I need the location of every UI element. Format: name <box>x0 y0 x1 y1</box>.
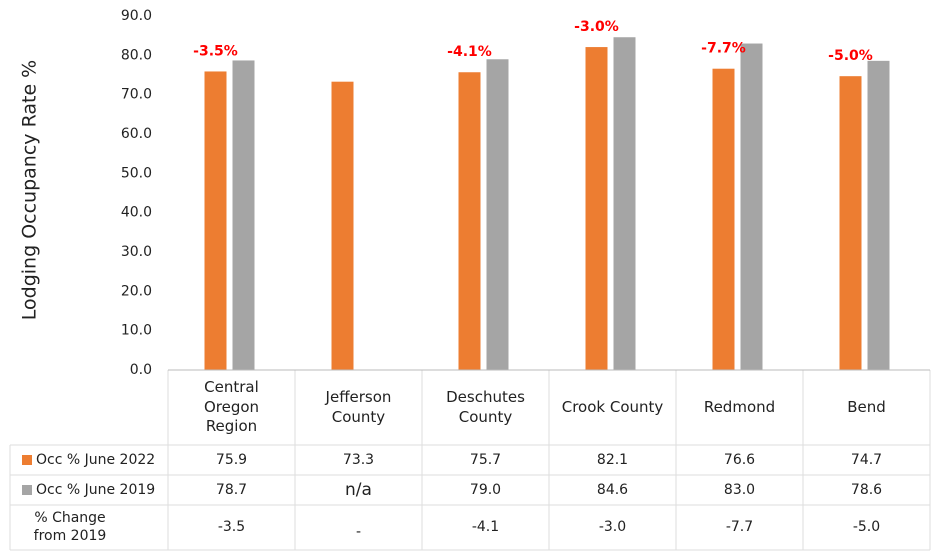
change-annotation: -7.7% <box>701 41 746 57</box>
bar <box>740 43 763 371</box>
row-header: Occ % June 2022 <box>36 451 156 468</box>
table-value: -3.0 <box>598 519 627 536</box>
legend-swatch <box>22 455 32 465</box>
table-value: - <box>355 524 362 541</box>
table-value: 76.6 <box>723 451 756 468</box>
table-value: 75.9 <box>215 451 248 468</box>
table-value: -5.0 <box>852 519 881 536</box>
row-header: Occ % June 2019 <box>36 481 156 498</box>
table-value: -4.1 <box>471 519 500 536</box>
change-annotation: -3.5% <box>193 43 238 59</box>
y-tick-label: 0.0 <box>130 362 152 378</box>
table-value: 75.7 <box>469 451 502 468</box>
bar <box>204 71 227 371</box>
bar <box>712 68 735 370</box>
y-tick-label: 70.0 <box>121 87 152 103</box>
y-tick-label: 10.0 <box>121 323 152 339</box>
y-axis-label: Lodging Occupancy Rate % <box>19 60 41 320</box>
y-tick-label: 50.0 <box>121 165 152 181</box>
table-value: -7.7 <box>725 519 754 536</box>
table-value: 73.3 <box>342 451 375 468</box>
change-annotation: -5.0% <box>828 48 873 64</box>
y-tick-label: 20.0 <box>121 283 152 299</box>
change-annotation: -4.1% <box>447 44 492 60</box>
table-value: 82.1 <box>596 451 629 468</box>
bar <box>867 60 890 371</box>
table-value: 83.0 <box>723 481 756 498</box>
bar <box>458 72 481 370</box>
y-tick-label: 60.0 <box>121 126 152 142</box>
bar <box>613 37 636 371</box>
table-value: 79.0 <box>469 481 502 498</box>
y-tick-label: 80.0 <box>121 47 152 63</box>
table-value: 84.6 <box>596 481 629 498</box>
category-label: Crook County <box>561 397 664 416</box>
legend-swatch <box>22 485 32 495</box>
table-value: 74.7 <box>850 451 883 468</box>
bar <box>331 81 354 370</box>
y-tick-label: 30.0 <box>121 244 152 260</box>
table-value: 78.7 <box>215 481 248 498</box>
category-label: Deschutes County <box>446 388 525 426</box>
change-annotation: -3.0% <box>574 19 619 35</box>
row-header: % Change from 2019 <box>33 510 107 544</box>
bar <box>486 59 509 371</box>
category-label: Bend <box>847 397 886 416</box>
category-label: Central Oregon Region <box>203 378 260 436</box>
y-tick-label: 90.0 <box>121 8 152 24</box>
table-value: n/a <box>345 479 372 500</box>
table-value: -3.5 <box>217 519 246 536</box>
bar <box>585 47 608 370</box>
bar <box>232 60 255 371</box>
category-label: Jefferson County <box>325 388 392 426</box>
table-value: 78.6 <box>850 481 883 498</box>
y-tick-label: 40.0 <box>121 205 152 221</box>
bar <box>839 76 862 371</box>
category-label: Redmond <box>703 397 776 416</box>
